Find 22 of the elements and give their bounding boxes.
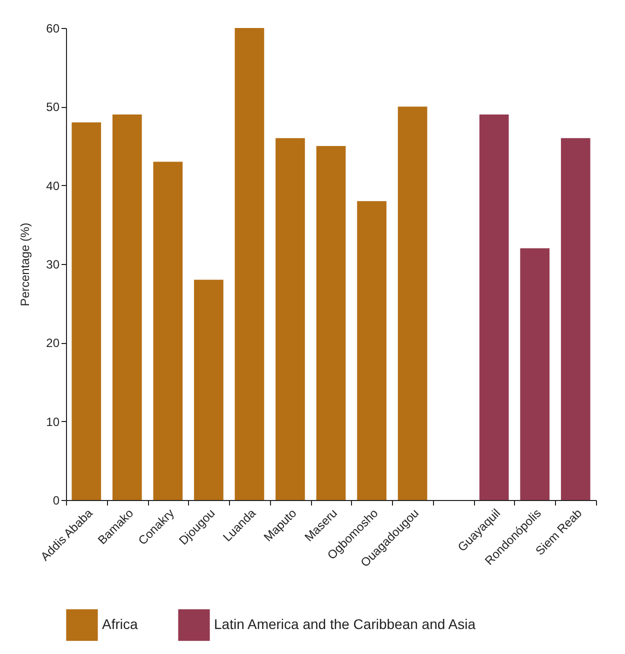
- bar: [234, 28, 264, 500]
- bar: [479, 114, 509, 500]
- y-axis-title: Percentage (%): [18, 222, 32, 306]
- y-tick-label: 0: [52, 494, 60, 508]
- legend-label: Africa: [102, 616, 138, 632]
- y-tick-label: 50: [46, 100, 60, 114]
- bar: [194, 280, 224, 500]
- bar: [276, 138, 305, 500]
- y-tick-label: 40: [46, 178, 60, 193]
- bar: [398, 106, 428, 500]
- bar: [357, 201, 386, 500]
- bar: [72, 122, 102, 500]
- bar: [316, 146, 346, 500]
- legend-label: Latin America and the Caribbean and Asia: [214, 616, 476, 632]
- y-tick-label: 20: [46, 336, 60, 350]
- y-tick-label: 60: [46, 22, 60, 36]
- bar: [560, 138, 590, 500]
- y-tick-label: 30: [46, 258, 60, 272]
- bar: [112, 114, 142, 500]
- y-tick-label: 10: [46, 414, 60, 429]
- bar: [520, 248, 550, 500]
- bar: [153, 162, 183, 500]
